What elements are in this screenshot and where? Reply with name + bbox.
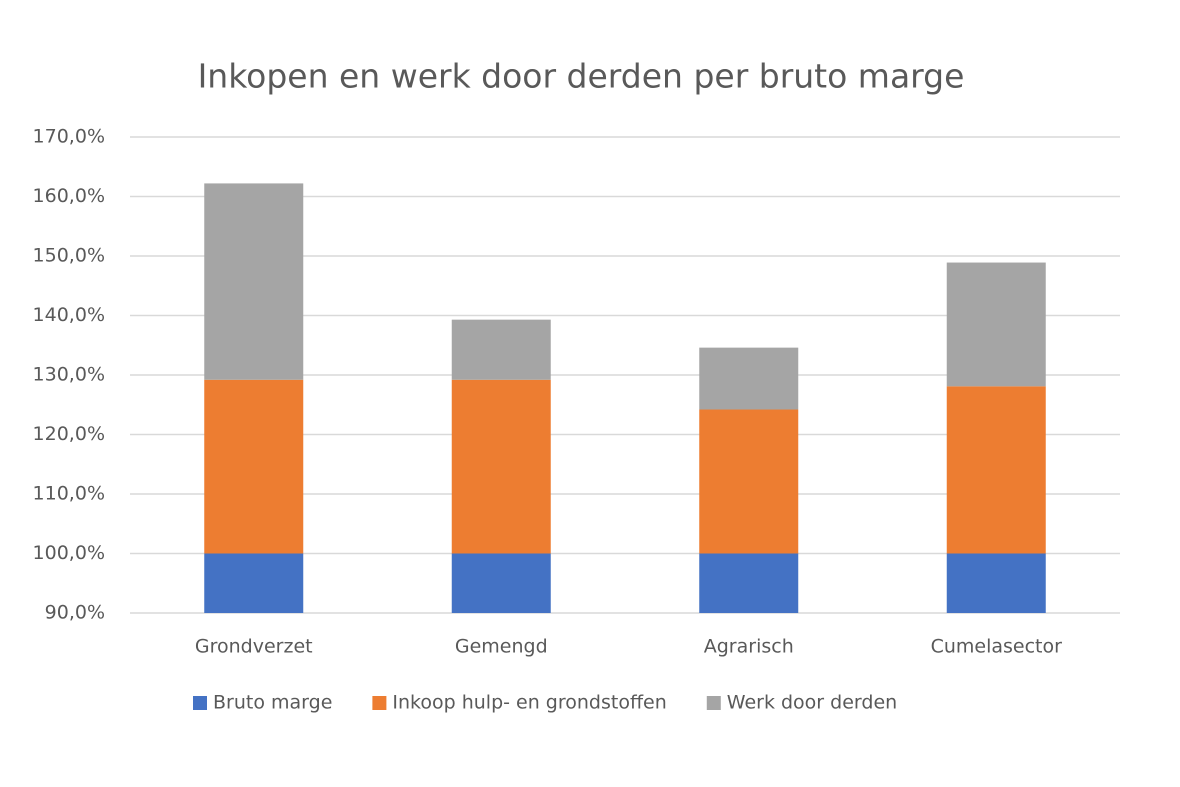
y-tick-label: 100,0% (33, 542, 105, 564)
bar-segment (204, 183, 304, 380)
bar-segment (451, 553, 551, 613)
bar-segment (699, 409, 799, 554)
y-tick-label: 130,0% (33, 364, 105, 386)
bar-segment (699, 347, 799, 410)
y-tick-label: 160,0% (33, 185, 105, 207)
y-tick-label: 120,0% (33, 423, 105, 445)
bar-segment (204, 379, 304, 554)
bar-segment (946, 262, 1046, 387)
legend-swatch (372, 696, 387, 710)
x-tick-label: Grondverzet (195, 636, 313, 658)
legend-label: Inkoop hulp- en grondstoffen (392, 692, 666, 714)
y-tick-label: 110,0% (33, 483, 105, 505)
bar-segment (204, 553, 304, 613)
y-tick-label: 140,0% (33, 304, 105, 326)
legend-label: Werk door derden (727, 692, 897, 714)
legend-swatch (706, 696, 721, 710)
y-tick-label: 150,0% (33, 245, 105, 267)
bar-segment (451, 379, 551, 554)
legend-label: Bruto marge (213, 692, 332, 714)
y-tick-label: 90,0% (45, 602, 105, 624)
x-tick-label: Gemengd (455, 636, 548, 658)
bar-segment (699, 553, 799, 613)
bar-segment (451, 319, 551, 380)
y-tick-label: 170,0% (33, 126, 105, 148)
legend-swatch (193, 696, 207, 710)
bar-segment (946, 553, 1046, 613)
x-tick-label: Cumelasector (931, 636, 1063, 658)
bar-segment (946, 386, 1046, 554)
chart-title: Inkopen en werk door derden per bruto ma… (198, 57, 965, 96)
x-tick-label: Agrarisch (704, 636, 794, 658)
